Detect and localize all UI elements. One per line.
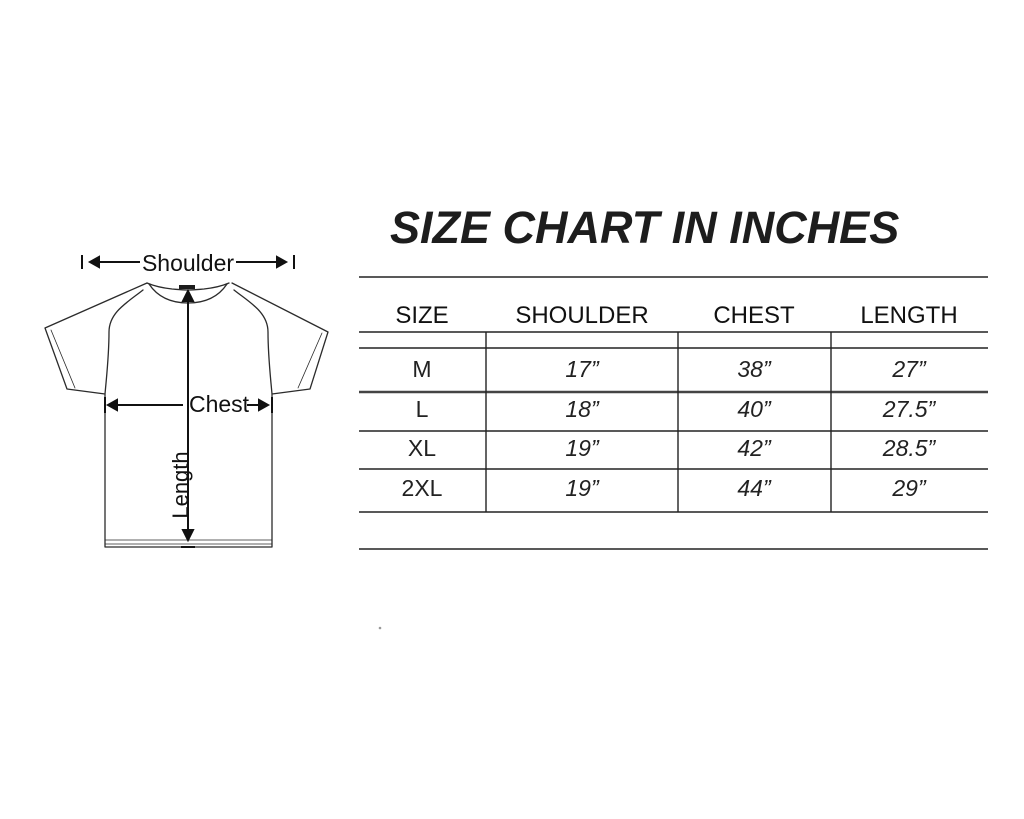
svg-text:M: M (412, 356, 431, 382)
svg-text:XL: XL (408, 435, 436, 461)
svg-text:L: L (416, 396, 429, 422)
svg-text:SHOULDER: SHOULDER (515, 302, 648, 329)
svg-text:28.5”: 28.5” (882, 435, 937, 461)
svg-text:40”: 40” (737, 396, 772, 422)
svg-text:19”: 19” (565, 435, 600, 461)
svg-text:LENGTH: LENGTH (860, 302, 957, 329)
svg-text:SIZE: SIZE (395, 302, 448, 329)
svg-text:29”: 29” (891, 475, 927, 501)
svg-text:CHEST: CHEST (713, 302, 795, 329)
svg-text:44”: 44” (737, 475, 772, 501)
svg-text:19”: 19” (565, 475, 600, 501)
svg-text:17”: 17” (565, 356, 600, 382)
svg-text:38”: 38” (737, 356, 772, 382)
svg-text:27”: 27” (891, 356, 927, 382)
svg-text:27.5”: 27.5” (882, 396, 937, 422)
svg-text:SIZE CHART IN INCHES: SIZE CHART IN INCHES (390, 202, 899, 253)
svg-text:2XL: 2XL (402, 475, 443, 501)
svg-text:18”: 18” (565, 396, 600, 422)
svg-text:42”: 42” (737, 435, 772, 461)
